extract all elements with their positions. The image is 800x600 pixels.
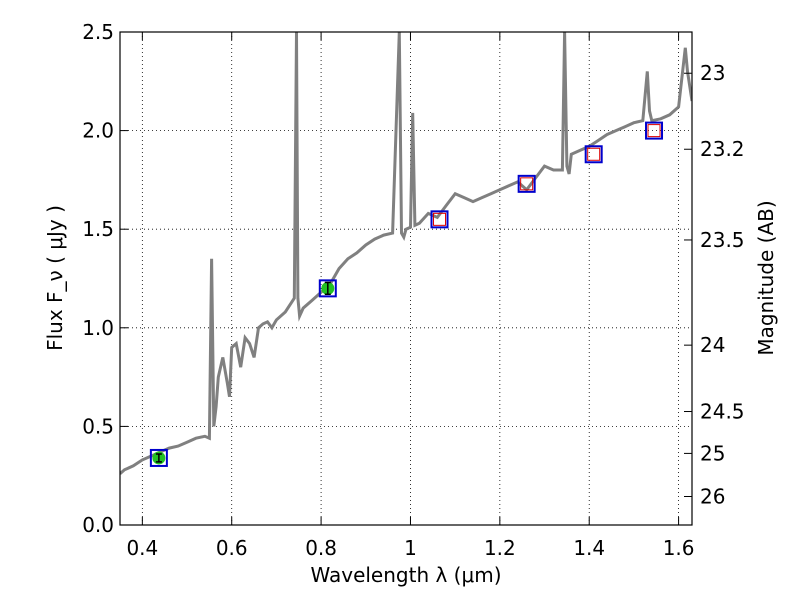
model-flux-box [517, 174, 536, 193]
right-tick-label: 26 [700, 484, 725, 508]
x-tick-label: 0.4 [126, 536, 158, 560]
y-tick-label: 0.5 [82, 414, 114, 438]
model-spectrum-line [120, 32, 692, 475]
x-tick-label: 1.2 [484, 536, 516, 560]
predicted-flux-marker [647, 124, 661, 138]
y-tick-label: 2.5 [82, 20, 114, 44]
right-tick-label: 23 [700, 61, 725, 85]
model-flux-box [584, 145, 603, 164]
predicted-flux-marker [587, 147, 601, 161]
model-flux-box [430, 210, 449, 229]
right-tick-label: 24 [700, 333, 725, 357]
y-tick-label: 2.0 [82, 119, 114, 143]
y-axis-ticks: 0.0 0.5 1.0 1.5 2.0 2.5 [82, 20, 128, 537]
predicted-flux-marker [520, 177, 534, 191]
model-flux-box [318, 279, 337, 298]
y-tick-label: 0.0 [82, 513, 114, 537]
x-tick-label: 1.4 [573, 536, 605, 560]
right-tick-label: 24.5 [700, 400, 745, 424]
model-flux-box [149, 448, 168, 467]
x-axis-ticks: 0.4 0.6 0.8 1 1.2 1.4 1.6 [126, 32, 695, 560]
x-tick-label: 1 [404, 536, 417, 560]
right-tick-label: 23.2 [700, 137, 745, 161]
right-axis-label: Magnitude (AB) [754, 200, 778, 355]
right-tick-label: 25 [700, 441, 725, 465]
model-flux-box [645, 121, 664, 140]
x-axis-label: Wavelength λ (μm) [310, 563, 501, 587]
x-tick-label: 0.8 [305, 536, 337, 560]
grid-lines [120, 31, 692, 526]
x-tick-label: 0.6 [216, 536, 248, 560]
y-tick-label: 1.5 [82, 217, 114, 241]
plot-frame [119, 31, 693, 526]
x-tick-label: 1.6 [663, 536, 695, 560]
photometry-points [149, 121, 664, 467]
right-axis-ticks: 23 23.2 23.5 24 24.5 25 26 [684, 61, 745, 508]
right-tick-label: 23.5 [700, 228, 745, 252]
y-tick-label: 1.0 [82, 316, 114, 340]
y-axis-label: Flux F_ν ( μJy ) [43, 205, 67, 351]
predicted-flux-marker [433, 212, 447, 226]
